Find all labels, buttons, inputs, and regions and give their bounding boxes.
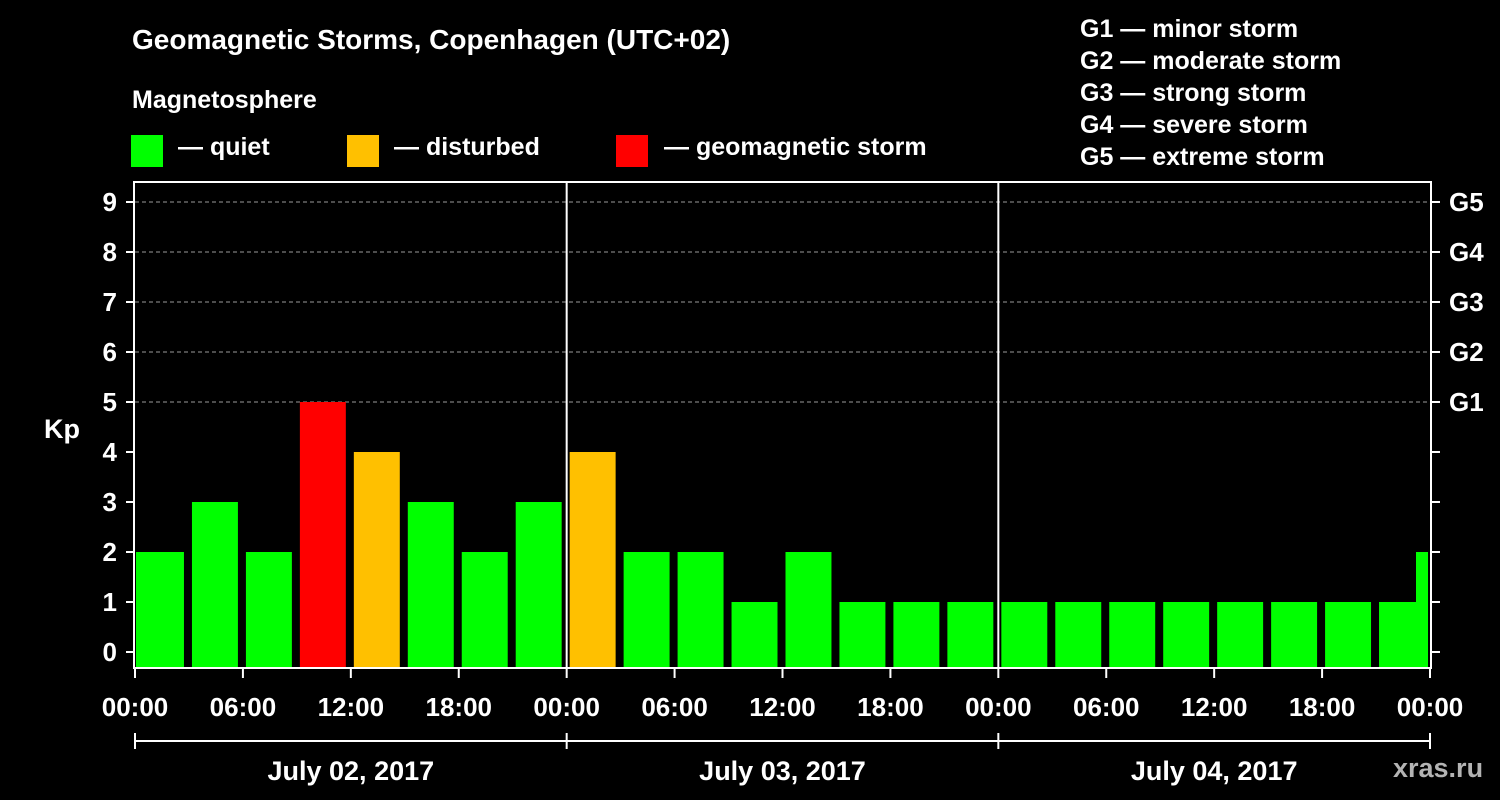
kp-bar [1163,602,1210,668]
kp-bar [947,602,994,668]
g-scale-g3: G3 — strong storm [1080,79,1307,107]
legend-swatch-storm [616,135,648,167]
y-tick-label: 4 [103,437,118,467]
y-tick-label: 7 [103,287,117,317]
day-label: July 02, 2017 [268,756,435,786]
kp-bar [893,602,940,668]
y-tick-label: 0 [103,637,117,667]
bars-layer [136,402,1428,668]
x-tick-label: 06:00 [1073,692,1140,722]
kp-bar [1055,602,1102,668]
x-tick-label: 00:00 [102,692,169,722]
kp-bar [839,602,886,668]
kp-bar [407,502,454,668]
legend-label-disturbed: — disturbed [394,133,540,161]
y-tick-label: 5 [103,387,117,417]
y-tick-label: 3 [103,487,117,517]
y-tick-label: 2 [103,537,117,567]
g-scale-g4: G4 — severe storm [1080,111,1308,139]
legend-heading: Magnetosphere [132,86,317,114]
x-tick-label: 12:00 [318,692,385,722]
x-tick-label: 18:00 [1289,692,1356,722]
watermark: xras.ru [1393,753,1484,783]
kp-bar [1325,602,1372,668]
kp-bar [1109,602,1156,668]
y-tick-label: 1 [103,587,117,617]
x-tick-label: 00:00 [533,692,600,722]
day-label: July 04, 2017 [1131,756,1298,786]
axes-layer [126,181,1440,749]
x-tick-label: 06:00 [641,692,708,722]
legend-label-storm: — geomagnetic storm [664,133,927,161]
x-tick-label: 12:00 [1181,692,1248,722]
g-level-label: G4 [1449,237,1484,267]
g-level-label: G2 [1449,337,1484,367]
kp-bar [1001,602,1048,668]
legend-swatch-disturbed [347,135,379,167]
legend-label-quiet: — quiet [178,133,270,161]
kp-bar [299,402,346,668]
g-scale-g1: G1 — minor storm [1080,15,1299,43]
x-tick-label: 06:00 [210,692,277,722]
kp-bar-partial [1416,552,1428,668]
g-level-label: G5 [1449,187,1484,217]
kp-bar [677,552,724,668]
kp-bar [569,452,616,668]
chart-title: Geomagnetic Storms, Copenhagen (UTC+02) [132,24,731,55]
x-tick-label: 18:00 [426,692,493,722]
g-level-label: G1 [1449,387,1484,417]
g-level-label: G3 [1449,287,1484,317]
kp-bar [515,502,562,668]
y-tick-label: 9 [103,187,117,217]
legend-swatch-quiet [131,135,163,167]
x-tick-label: 00:00 [965,692,1032,722]
labels-layer: 0 1 2 3 4 5 6 7 8 9 G1 G2 G3 G4 G5 00:00 06:00 12:00 18:00… [102,187,1484,786]
kp-bar [461,552,508,668]
kp-bar [136,552,184,668]
y-tick-label: 8 [103,237,117,267]
grid-layer [135,201,1430,403]
x-tick-label: 00:00 [1397,692,1464,722]
day-label: July 03, 2017 [699,756,866,786]
kp-bar [785,552,832,668]
x-tick-label: 12:00 [749,692,816,722]
y-axis-label: Kp [44,414,80,444]
x-tick-label: 18:00 [857,692,924,722]
kp-bar [191,502,238,668]
kp-bar [245,552,292,668]
kp-bar [1271,602,1318,668]
kp-bar [1217,602,1264,668]
g-scale-g2: G2 — moderate storm [1080,47,1342,75]
kp-bar [353,452,400,668]
y-tick-label: 6 [103,337,117,367]
g-scale-g5: G5 — extreme storm [1080,143,1325,171]
kp-bar [731,602,778,668]
kp-bar [623,552,670,668]
